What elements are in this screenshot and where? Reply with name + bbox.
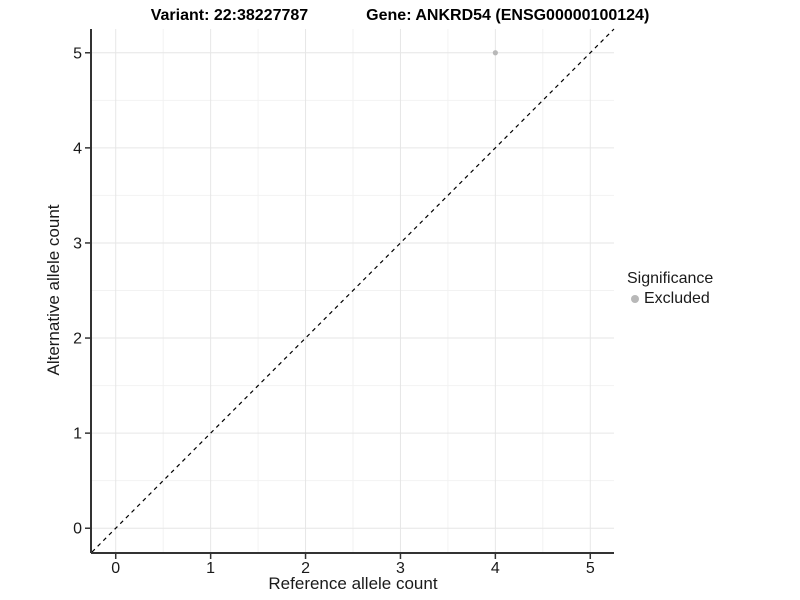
legend-title: Significance (627, 270, 714, 287)
y-tick-label-3: 3 (73, 235, 82, 252)
x-tick-label-4: 4 (491, 560, 500, 577)
gene-title: Gene: ANKRD54 (ENSG00000100124) (366, 7, 650, 24)
x-tick-label-3: 3 (396, 560, 405, 577)
plot-title-row: Variant: 22:38227787 Gene: ANKRD54 (ENSG… (0, 5, 800, 27)
y-tick-label-1: 1 (73, 426, 82, 443)
identity-reference-line (91, 28, 615, 553)
excluded-point-icon (631, 295, 639, 303)
x-axis-title: Reference allele count (268, 574, 438, 593)
data-point-excluded-0 (492, 50, 498, 56)
x-tick-label-2: 2 (301, 560, 310, 577)
x-tick-label-0: 0 (111, 560, 120, 577)
x-tick-label-5: 5 (586, 560, 595, 577)
legend: Significance Excluded (627, 269, 713, 309)
y-tick-label-5: 5 (73, 45, 82, 62)
y-tick-label-4: 4 (73, 140, 82, 157)
y-tick-label-0: 0 (73, 521, 82, 538)
x-tick-label-1: 1 (206, 560, 215, 577)
y-axis-title: Alternative allele count (44, 204, 63, 376)
variant-title: Variant: 22:38227787 (150, 7, 309, 24)
legend-item-label: Excluded (644, 290, 710, 307)
y-tick-label-2: 2 (73, 331, 82, 348)
legend-item-excluded: Excluded (631, 289, 713, 309)
